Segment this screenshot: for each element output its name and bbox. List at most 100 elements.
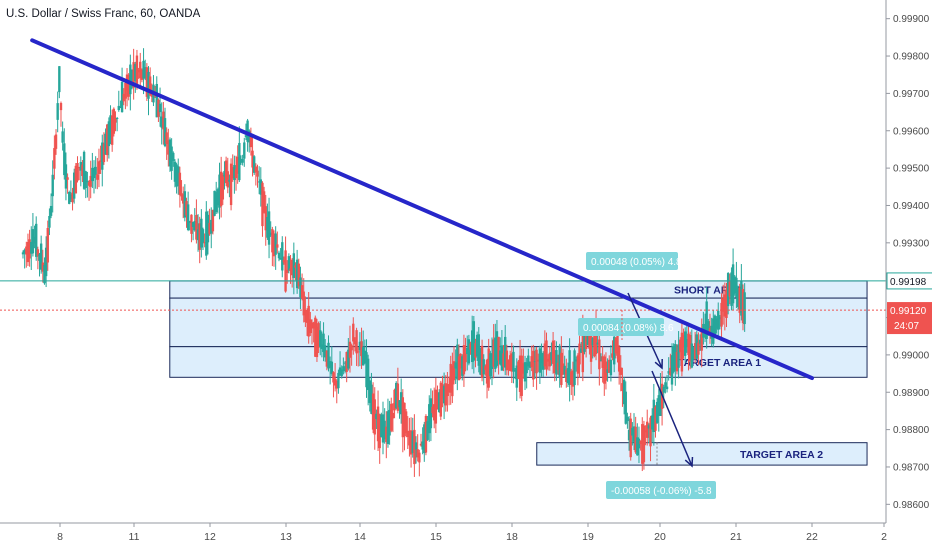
candle-body <box>38 254 41 261</box>
candle-body <box>226 171 229 188</box>
candle-body <box>682 335 685 348</box>
candle-body <box>383 420 386 440</box>
candle-body <box>170 146 173 171</box>
candle-body <box>99 160 102 162</box>
y-tick-label: 0.99600 <box>893 126 930 137</box>
candle-body <box>406 430 409 438</box>
candle-body <box>282 260 286 263</box>
candle-body <box>302 291 305 316</box>
candle-body <box>167 140 170 155</box>
candle-body <box>700 329 703 351</box>
candle-body <box>414 442 418 450</box>
candle-body <box>606 369 609 373</box>
candle-body <box>276 244 279 248</box>
x-tick-label: 12 <box>204 531 216 543</box>
candle-body <box>611 353 614 358</box>
candle-body <box>617 347 621 372</box>
candle-body <box>454 362 457 369</box>
candle-body <box>657 395 660 416</box>
candle-body <box>543 343 547 367</box>
candle-body <box>54 134 58 149</box>
candle-body <box>548 352 551 367</box>
y-tick-label: 0.98600 <box>893 500 930 511</box>
candle-body <box>142 60 145 79</box>
candle-body <box>292 253 296 279</box>
candle-body <box>355 330 358 354</box>
candle-body <box>434 389 438 424</box>
candle-body <box>320 344 324 350</box>
candle-body <box>317 323 320 348</box>
candle-body <box>310 327 314 329</box>
candle-body <box>274 233 277 255</box>
candle-body <box>158 103 162 113</box>
candle-body <box>540 352 543 364</box>
candle-body <box>119 107 122 109</box>
candle-body <box>256 170 259 177</box>
candle-body <box>264 206 267 231</box>
candle-body <box>641 424 644 464</box>
candle-body <box>148 76 152 96</box>
candle-body <box>279 257 282 260</box>
candle-body <box>332 372 335 383</box>
candle-body <box>479 348 482 375</box>
candle-body <box>26 242 30 263</box>
candle-body <box>624 391 627 424</box>
candle-body <box>530 356 533 368</box>
y-tick-label: 0.99000 <box>893 350 930 361</box>
candle-body <box>206 214 210 243</box>
candle-body <box>324 345 327 358</box>
price-axis[interactable]: 0.99900 0.99800 0.99700 0.99600 0.99500 0.994… <box>885 0 932 550</box>
y-tick-label: 0.99700 <box>893 89 930 100</box>
candle-body <box>444 383 447 406</box>
candle-body <box>139 61 142 79</box>
candle-body <box>703 327 707 331</box>
candle-body <box>241 158 244 163</box>
candle-body <box>333 378 337 386</box>
candle-body <box>452 361 456 381</box>
candle-body <box>363 350 367 363</box>
candle-body <box>94 166 97 175</box>
candle-body <box>132 62 135 88</box>
candle-body <box>457 356 461 381</box>
candle-body <box>307 305 310 337</box>
candle-body <box>315 326 319 358</box>
candle-body <box>375 413 378 420</box>
candle-body <box>305 309 309 323</box>
candle-body <box>395 382 398 409</box>
candle-body <box>144 67 147 79</box>
candle-body <box>399 392 403 415</box>
candle-body <box>584 334 588 350</box>
candle-body <box>239 161 243 163</box>
candle-body <box>106 124 109 156</box>
candle-body <box>35 223 38 257</box>
candle-body <box>626 417 629 422</box>
candle-body <box>502 353 505 367</box>
candle-body <box>221 174 225 200</box>
candle-body <box>64 164 68 189</box>
candle-body <box>79 162 82 171</box>
candle-body <box>437 392 441 412</box>
x-tick-label: 8 <box>57 531 63 543</box>
time-axis[interactable]: 8 11 12 13 14 15 18 19 20 21 22 2 <box>0 522 932 550</box>
candle-body <box>295 259 299 289</box>
candle-body <box>368 380 371 403</box>
candle-body <box>411 431 414 454</box>
candle-body <box>556 362 560 371</box>
candle-body <box>573 350 576 386</box>
candle-body <box>632 426 636 442</box>
candle-body <box>404 411 408 434</box>
candle-body <box>675 352 679 372</box>
candle-body <box>360 341 363 357</box>
candle-body <box>570 371 573 385</box>
candle-body <box>391 412 395 419</box>
candle-body <box>568 350 571 385</box>
candle-body <box>44 247 48 277</box>
candle-body <box>236 156 239 174</box>
candle-body <box>396 383 400 411</box>
candle-body <box>390 403 393 431</box>
candle-body <box>183 191 187 218</box>
candle-body <box>409 430 413 455</box>
candle-body <box>614 337 618 354</box>
candle-body <box>203 242 206 244</box>
